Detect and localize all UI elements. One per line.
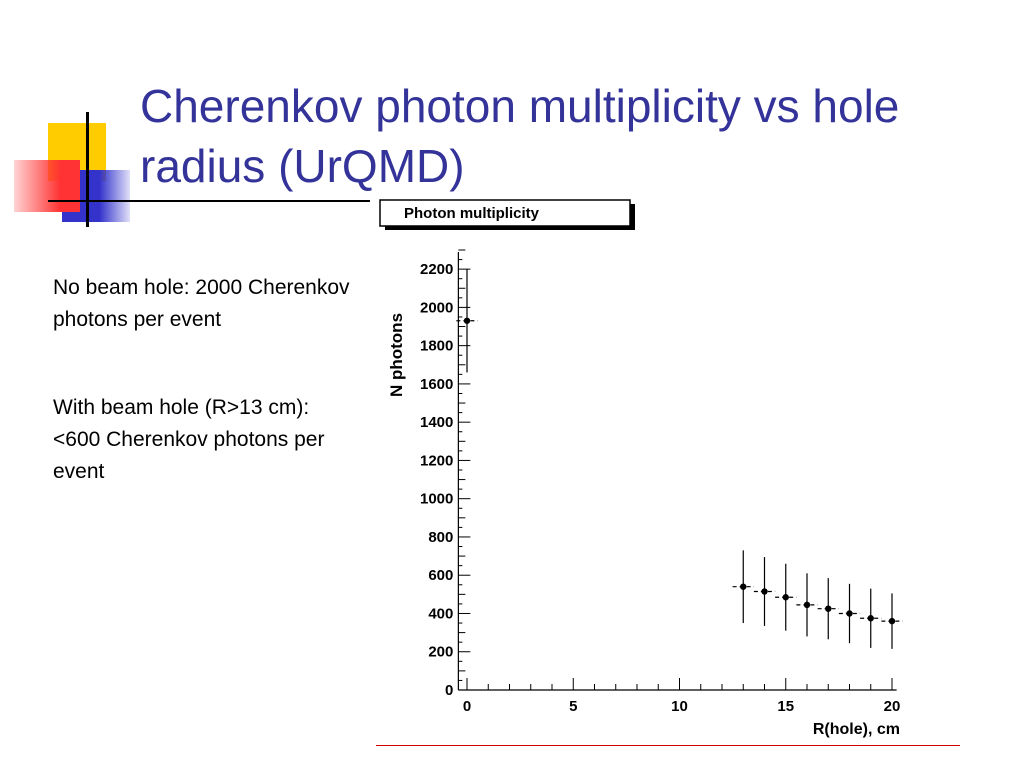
x-tick-label: 15 (777, 698, 794, 715)
chart-title-box (379, 199, 631, 227)
x-tick-label: 10 (671, 698, 688, 715)
data-point (782, 594, 789, 601)
x-tick-label: 20 (884, 698, 901, 715)
y-tick-label: 1200 (420, 452, 453, 469)
data-point (740, 583, 747, 590)
deco-red-square (14, 160, 80, 212)
bullet-text: With beam hole (R>13 cm): <600 Cherenkov… (53, 396, 325, 483)
y-axis-label: N photons (387, 313, 406, 397)
chart-title: Photon multiplicity (404, 205, 540, 222)
deco-horizontal-line (48, 200, 370, 202)
y-tick-label: 800 (428, 529, 453, 546)
data-point (846, 610, 853, 617)
y-tick-label: 1000 (420, 491, 453, 508)
data-point (888, 617, 896, 625)
data-points (456, 269, 903, 649)
data-point (463, 317, 471, 324)
y-tick-label: 1600 (420, 376, 453, 393)
y-tick-label: 0 (445, 682, 453, 699)
chart-panel: Photon multiplicity N photons R(hole), c… (376, 195, 960, 748)
x-tick-label: 0 (463, 698, 471, 715)
slide-title: Cherenkov photon multiplicity vs hole ra… (140, 80, 900, 192)
data-point (825, 605, 832, 612)
y-tick-label: 400 (428, 605, 453, 622)
y-tick-label: 600 (428, 567, 453, 584)
y-tick-label: 1800 (420, 338, 453, 355)
deco-vertical-line (86, 112, 89, 227)
chart: Photon multiplicity N photons R(hole), c… (379, 199, 903, 738)
y-tick-label: 1400 (420, 414, 453, 431)
axes: 0200400600800100012001400160018002000220… (420, 249, 901, 715)
y-tick-label: 2200 (420, 261, 453, 278)
x-axis-label: R(hole), cm (813, 721, 900, 738)
y-tick-label: 200 (428, 644, 453, 661)
bottom-rule (376, 745, 960, 746)
data-point (761, 588, 768, 595)
bullet-text: No beam hole: 2000 Cherenkov photons per… (53, 276, 350, 331)
x-tick-label: 5 (569, 698, 577, 715)
data-point (803, 601, 811, 609)
y-tick-label: 2000 (420, 299, 453, 316)
data-point (867, 615, 874, 622)
